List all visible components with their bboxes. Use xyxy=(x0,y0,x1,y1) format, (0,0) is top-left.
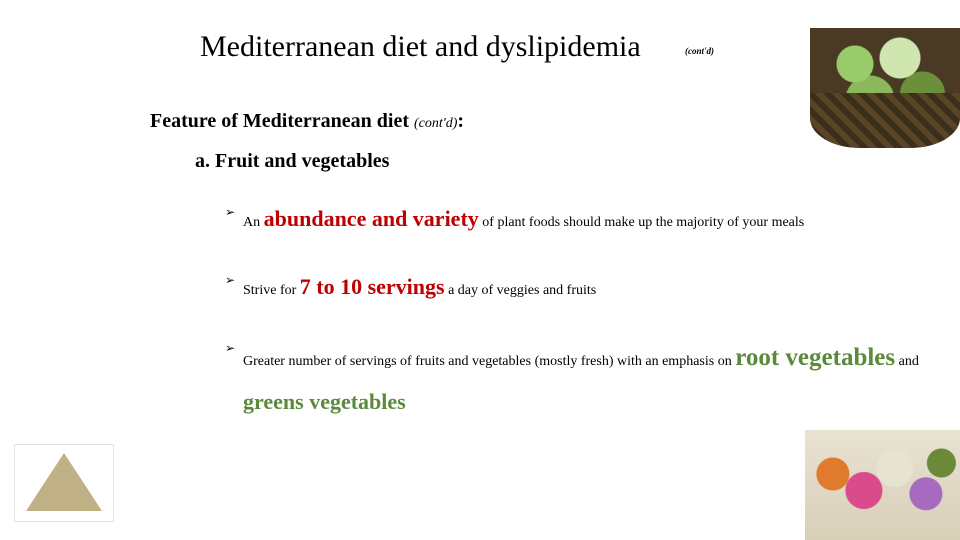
bullet-item: ➢ Strive for 7 to 10 servings a day of v… xyxy=(225,266,940,308)
slide-title-contd: (cont'd) xyxy=(685,46,714,56)
emphasis-text: 7 to 10 servings xyxy=(300,274,445,299)
bullet-item: ➢ An abundance and variety of plant food… xyxy=(225,198,940,240)
emphasis-text: greens vegetables xyxy=(243,389,406,414)
vegetable-basket-image xyxy=(810,28,960,148)
slide-subtitle: Feature of Mediterranean diet (cont'd): xyxy=(150,110,464,133)
bullet-arrow-icon: ➢ xyxy=(225,337,235,360)
slide-title: Mediterranean diet and dyslipidemia xyxy=(200,30,641,64)
emphasis-text: abundance and variety xyxy=(264,206,479,231)
bullet-arrow-icon: ➢ xyxy=(225,269,235,292)
emphasis-text: root vegetables xyxy=(735,344,895,371)
bullet-arrow-icon: ➢ xyxy=(225,201,235,224)
section-heading: a. Fruit and vegetables xyxy=(195,150,389,173)
pyramid-thumbnail-image xyxy=(14,444,114,522)
bullet-list: ➢ An abundance and variety of plant food… xyxy=(225,198,940,449)
bullet-item: ➢ Greater number of servings of fruits a… xyxy=(225,334,940,423)
